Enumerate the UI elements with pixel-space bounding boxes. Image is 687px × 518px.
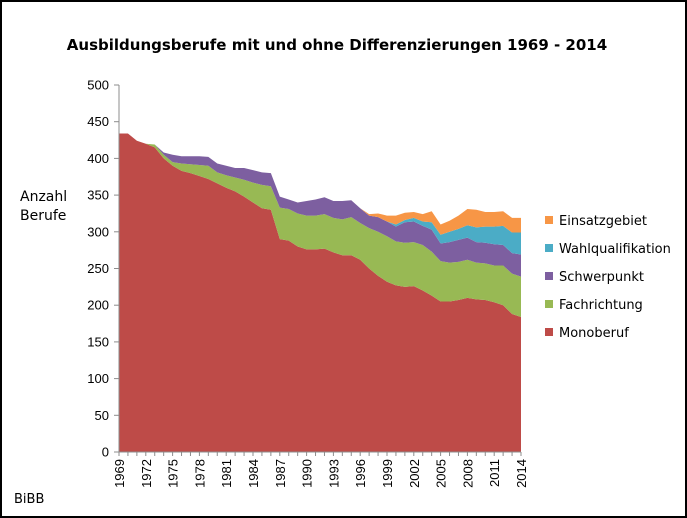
x-tick-label: 1969	[112, 459, 127, 488]
x-tick-label: 1975	[166, 459, 181, 488]
x-tick-label: 1999	[380, 459, 395, 488]
legend-label-fachrichtung: Fachrichtung	[559, 298, 643, 313]
x-tick-label: 1993	[326, 459, 341, 488]
y-axis-label-line-2: Berufe	[20, 208, 66, 224]
y-tick-label: 100	[87, 371, 109, 386]
source-label: BiBB	[14, 492, 44, 507]
legend: Einsatzgebiet Wahlqualifikation Schwerpunk…	[545, 214, 671, 341]
area-schwerpunkt	[119, 133, 521, 277]
x-tick-label: 2005	[434, 459, 449, 488]
y-tick-label: 0	[102, 445, 109, 460]
x-tick-label: 2008	[460, 459, 475, 488]
tick-labels-group: 0 50 100 150 200 250 300 350 400 450 500 1969 1972 19…	[87, 78, 529, 488]
y-tick-label: 200	[87, 298, 109, 313]
legend-label-wahlqualifikation: Wahlqualifikation	[559, 242, 671, 257]
x-tick-label: 1984	[246, 459, 261, 488]
y-axis-label-line-1: Anzahl	[20, 189, 67, 205]
legend-swatch-einsatzgebiet	[545, 216, 553, 224]
x-tick-label: 1978	[192, 459, 207, 488]
y-tick-label: 150	[87, 334, 109, 349]
y-tick-label: 500	[87, 78, 109, 93]
x-tick-label: 2011	[487, 459, 502, 487]
area-einsatzgebiet	[119, 133, 521, 235]
y-tick-label: 50	[95, 408, 109, 423]
axes-group	[114, 84, 522, 456]
legend-label-einsatzgebiet: Einsatzgebiet	[559, 214, 647, 229]
y-tick-label: 400	[87, 151, 109, 166]
area-fachrichtung	[119, 133, 521, 317]
legend-label-schwerpunkt: Schwerpunkt	[559, 270, 644, 285]
y-tick-label: 450	[87, 114, 109, 129]
legend-swatch-fachrichtung	[545, 300, 553, 308]
legend-swatch-schwerpunkt	[545, 272, 553, 280]
x-tick-label: 2002	[407, 459, 422, 488]
x-tick-label: 1972	[139, 459, 154, 488]
x-tick-label: 1987	[273, 459, 288, 488]
x-tick-label: 1981	[219, 459, 234, 488]
y-tick-label: 250	[87, 261, 109, 276]
area-wahlqualifikation	[119, 133, 521, 255]
x-tick-label: 2014	[514, 459, 529, 488]
legend-swatch-monoberuf	[545, 328, 553, 336]
legend-label-monoberuf: Monoberuf	[559, 326, 629, 341]
x-tick-label: 1990	[300, 459, 315, 488]
legend-swatch-wahlqualifikation	[545, 244, 553, 252]
chart-title: Ausbildungsberufe mit und ohne Differenz…	[67, 36, 607, 54]
area-monoberuf	[119, 133, 521, 452]
x-tick-label: 1996	[353, 459, 368, 488]
y-tick-label: 300	[87, 224, 109, 239]
y-tick-label: 350	[87, 188, 109, 203]
area-series-group	[119, 133, 521, 452]
